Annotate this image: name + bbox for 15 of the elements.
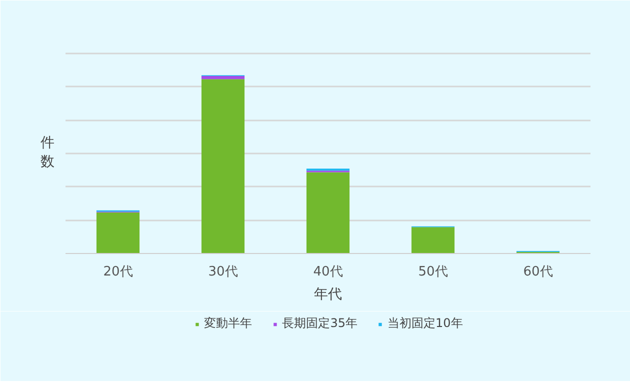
bar (201, 76, 245, 80)
bar (201, 79, 245, 254)
x-axis-title: 年代 (314, 286, 342, 302)
legend-label: 長期固定35年 (282, 315, 358, 332)
x-tick-label: 30代 (208, 264, 238, 280)
legend-label: 当初固定10年 (388, 315, 463, 332)
x-tick-label: 20代 (103, 264, 133, 280)
x-tick-label: 60代 (523, 264, 553, 280)
legend-label: 変動半年 (204, 315, 252, 332)
x-tick-label: 40代 (313, 264, 343, 280)
bar (306, 172, 350, 254)
y-axis-title: 件数 (40, 134, 54, 170)
x-tick-label: 50代 (418, 264, 448, 280)
bar (411, 227, 455, 254)
bar (96, 212, 140, 254)
